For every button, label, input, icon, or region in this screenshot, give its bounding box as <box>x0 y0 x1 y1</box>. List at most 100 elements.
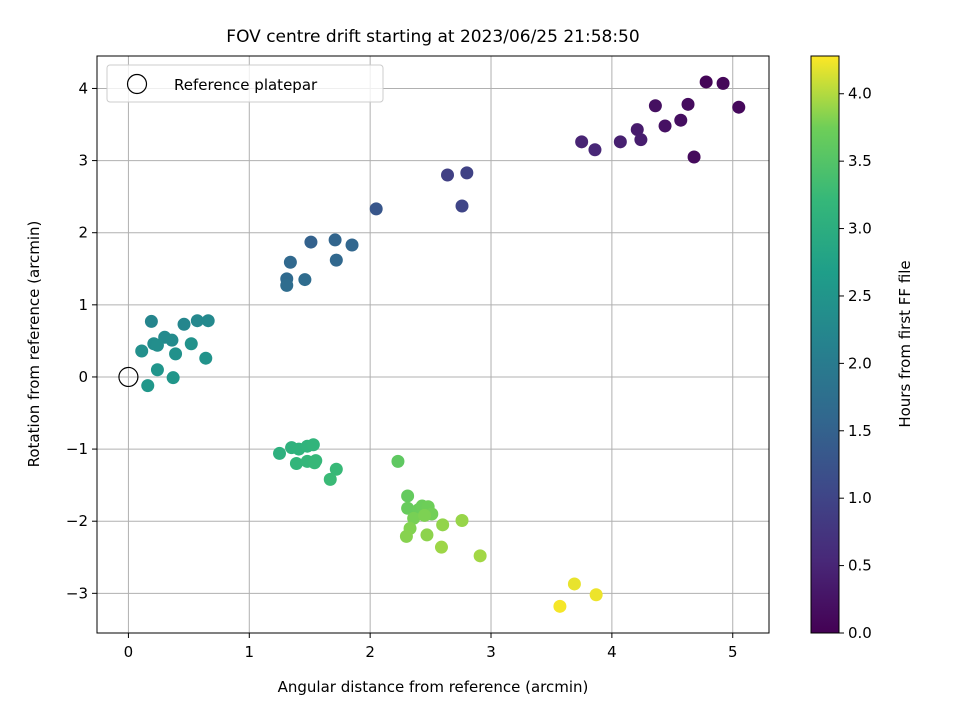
colorbar-tick-label: 1.0 <box>848 489 872 507</box>
x-tick-label: 0 <box>124 643 134 661</box>
legend-box <box>106 64 384 103</box>
data-point <box>190 314 204 328</box>
colorbar-label: Hours from first FF file <box>896 260 914 427</box>
y-tick-label: −2 <box>66 512 88 530</box>
data-point <box>280 278 294 292</box>
colorbar-tick-label: 4.0 <box>848 85 872 103</box>
data-point <box>401 489 415 503</box>
colorbar-tick-label: 2.5 <box>848 287 872 305</box>
x-tick-label: 4 <box>607 643 617 661</box>
data-point <box>716 76 730 90</box>
y-tick-label: −1 <box>66 440 88 458</box>
chart-title: FOV centre drift starting at 2023/06/25 … <box>226 27 639 47</box>
data-point <box>418 508 432 522</box>
data-point <box>144 314 158 328</box>
data-point <box>323 472 337 486</box>
data-point <box>441 168 455 182</box>
legend: Reference platepar <box>106 64 384 103</box>
data-point <box>613 135 627 149</box>
x-axis-label: Angular distance from reference (arcmin) <box>278 678 589 696</box>
data-point <box>306 438 320 452</box>
data-point <box>141 379 155 393</box>
y-tick-label: 0 <box>78 368 88 386</box>
legend-marker-icon <box>126 73 148 95</box>
colorbar-tick-label: 3.0 <box>848 220 872 238</box>
data-point <box>588 143 602 157</box>
y-tick-label: 1 <box>78 296 88 314</box>
data-point <box>150 338 164 352</box>
data-point <box>399 529 413 543</box>
y-tick-label: 4 <box>78 79 88 97</box>
colorbar-tick-label: 1.5 <box>848 422 872 440</box>
y-tick-label: 2 <box>78 224 88 242</box>
y-tick-label: −3 <box>66 584 88 602</box>
data-point <box>201 314 215 328</box>
data-points <box>135 75 746 613</box>
data-point <box>391 454 405 468</box>
y-tick-label: 3 <box>78 152 88 170</box>
data-point <box>150 363 164 377</box>
data-point <box>345 238 359 252</box>
x-tick-label: 5 <box>728 643 738 661</box>
data-point <box>732 100 746 114</box>
legend-label: Reference platepar <box>174 76 318 94</box>
data-point <box>298 273 312 287</box>
colorbar: 0.0 0.5 1.0 1.5 2.0 2.5 3.0 3.5 4.0 Hours from f… <box>810 55 914 642</box>
data-point <box>273 446 287 460</box>
data-point <box>177 317 191 331</box>
data-point <box>648 99 662 113</box>
data-point <box>166 371 180 385</box>
data-point <box>658 119 672 133</box>
colorbar-gradient <box>810 55 840 634</box>
data-point <box>681 97 695 111</box>
x-tick-label: 1 <box>245 643 255 661</box>
data-point <box>165 333 179 347</box>
plot-frame <box>96 55 770 634</box>
y-axis-ticks: −3 −2 −1 0 1 2 3 4 <box>66 79 97 602</box>
data-point <box>460 166 474 180</box>
data-point <box>567 577 581 591</box>
x-tick-label: 3 <box>486 643 496 661</box>
data-point <box>455 199 469 213</box>
x-axis-ticks: 0 1 2 3 4 5 <box>124 633 738 661</box>
colorbar-ticks: 0.0 0.5 1.0 1.5 2.0 2.5 3.0 3.5 4.0 <box>839 85 872 642</box>
data-point <box>135 344 149 358</box>
data-point <box>687 150 701 164</box>
data-point <box>473 549 487 563</box>
data-point <box>420 528 434 542</box>
data-point <box>289 457 303 471</box>
y-axis-label: Rotation from reference (arcmin) <box>25 221 43 468</box>
data-point <box>634 133 648 147</box>
data-point <box>283 255 297 269</box>
data-point <box>553 599 567 613</box>
data-point <box>308 456 322 470</box>
data-point <box>329 462 343 476</box>
data-point <box>630 123 644 137</box>
data-point <box>169 347 183 361</box>
data-point <box>184 337 198 351</box>
colorbar-tick-label: 2.0 <box>848 354 872 372</box>
data-point <box>575 135 589 149</box>
data-point <box>329 253 343 267</box>
data-point <box>369 202 383 216</box>
x-tick-label: 2 <box>365 643 375 661</box>
data-point <box>589 588 603 602</box>
colorbar-tick-label: 0.0 <box>848 624 872 642</box>
data-point <box>434 540 448 554</box>
data-point <box>674 113 688 127</box>
data-point <box>455 513 469 527</box>
data-point <box>699 75 713 89</box>
data-point <box>304 235 318 249</box>
data-point <box>328 233 342 247</box>
data-point <box>407 511 421 525</box>
colorbar-tick-label: 3.5 <box>848 152 872 170</box>
data-point <box>401 501 415 515</box>
data-point <box>199 351 213 365</box>
reference-point <box>118 366 139 388</box>
gridlines <box>97 56 769 633</box>
colorbar-tick-label: 0.5 <box>848 557 872 575</box>
data-point <box>436 518 450 532</box>
reference-marker <box>118 366 139 388</box>
